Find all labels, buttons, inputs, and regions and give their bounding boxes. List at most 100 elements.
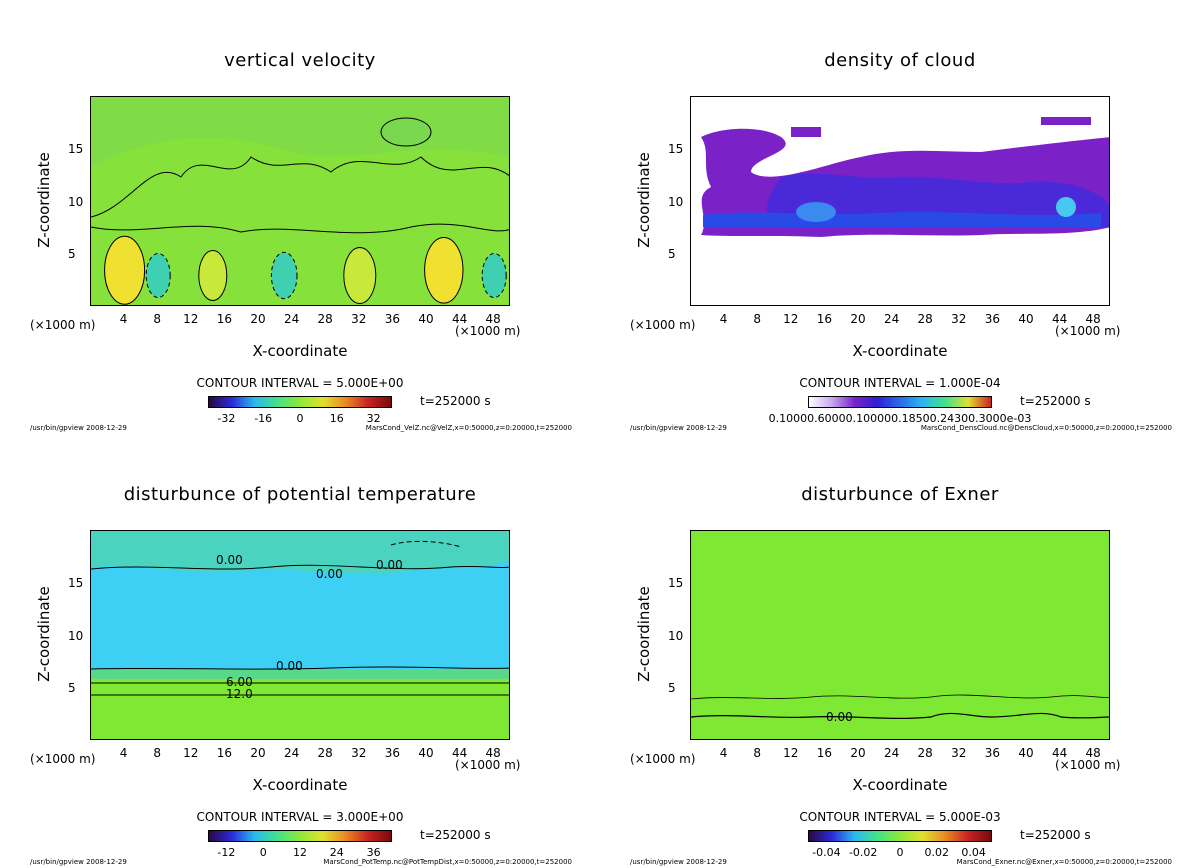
- cloud-patch: [1041, 117, 1091, 125]
- colorbar-tick-label: -16: [254, 412, 273, 425]
- panel-density-of-cloud: density of cloud 5 10 15 4 8 12 16 20 24 28 32 3…: [600, 0, 1200, 434]
- y-axis-label: Z-coordinate: [35, 586, 53, 682]
- y-tick-label: 15: [668, 576, 684, 590]
- contour-label: 0.00: [316, 567, 343, 581]
- chart-title: disturbunce of potential temperature: [123, 484, 477, 505]
- contour-label: 0.00: [216, 553, 243, 567]
- x-tick-label: 24: [883, 312, 900, 326]
- x-tick-label: 8: [753, 312, 762, 326]
- footer-program: /usr/bin/gpview 2008-12-29: [630, 424, 727, 432]
- plot-area: [690, 96, 1110, 306]
- y-tick-label: 5: [68, 247, 76, 261]
- footer-source: MarsCond_Exner.nc@Exner,x=0:50000,z=0:20…: [956, 858, 1172, 866]
- colorbar-tick-label: 0: [259, 846, 267, 859]
- x-tick-label: 4: [119, 746, 128, 760]
- updraft-cell: [104, 235, 146, 305]
- contour-label: 6.00: [226, 675, 253, 689]
- x-tick-label: 48: [1085, 746, 1101, 760]
- colorbar-tick-label: 0.10000.60000.100000.18500.24300.3000e-0…: [768, 412, 1032, 425]
- y-tick-label: 15: [668, 142, 684, 156]
- y-tick-label: 5: [68, 681, 76, 695]
- colorbar: [808, 830, 992, 842]
- footer-program: /usr/bin/gpview 2008-12-29: [30, 858, 127, 866]
- contour-negative: [390, 540, 462, 548]
- y-tick-label: 15: [68, 576, 84, 590]
- colorbar-tick-label: 16: [329, 412, 344, 425]
- x-unit-left: (×1000 m): [30, 752, 96, 766]
- footer-source: MarsCond_PotTemp.nc@PotTempDist,x=0:5000…: [323, 858, 572, 866]
- contour-zero-line: [91, 564, 509, 570]
- x-tick-label: 12: [183, 746, 199, 760]
- y-tick-label: 10: [668, 629, 684, 643]
- contour-interval: CONTOUR INTERVAL = 5.000E-03: [799, 810, 1001, 824]
- contour-zero-line: [91, 156, 509, 218]
- x-tick-label: 40: [1018, 746, 1034, 760]
- x-tick-label: 40: [1018, 312, 1034, 326]
- y-tick-label: 5: [668, 681, 676, 695]
- contour-zero-line-2: [91, 223, 509, 234]
- chart-title: vertical velocity: [224, 50, 376, 71]
- colorbar-tick-label: 0.02: [924, 846, 950, 859]
- field-lower-band: [91, 669, 509, 739]
- potential-temperature-field: 0.00 0.00 0.00 0.00 6.00 12.0: [91, 531, 509, 739]
- colorbar-tick-label: 0: [896, 846, 904, 859]
- colorbar-tick-label: 36: [366, 846, 381, 859]
- time-label: t=252000 s: [420, 828, 491, 842]
- colorbar-tick-label: 0.04: [961, 846, 986, 859]
- colorbar-tick-label: -32: [217, 412, 236, 425]
- plot-area: [90, 96, 510, 306]
- x-tick-label: 36: [384, 312, 401, 326]
- colorbar-tick-label: 12: [293, 846, 307, 859]
- x-tick-label: 48: [485, 746, 501, 760]
- panel-potential-temperature: disturbunce of potential temperature 0.0…: [0, 434, 600, 868]
- downdraft-cell: [481, 253, 507, 298]
- x-axis-label: X-coordinate: [252, 342, 348, 360]
- x-tick-label: 12: [183, 312, 199, 326]
- x-tick-label: 44: [451, 746, 468, 760]
- x-tick-label: 8: [753, 746, 762, 760]
- chart-title: density of cloud: [824, 50, 976, 71]
- x-tick-label: 32: [351, 312, 367, 326]
- x-tick-label: 24: [283, 746, 300, 760]
- contour-line: [691, 694, 1109, 700]
- x-tick-label: 20: [250, 312, 266, 326]
- time-label: t=252000 s: [1020, 394, 1091, 408]
- y-tick-label: 10: [668, 195, 684, 209]
- x-tick-label: 24: [883, 746, 900, 760]
- x-unit-right: (×1000 m): [455, 324, 521, 338]
- x-tick-label: 40: [418, 746, 434, 760]
- contour-label: 0.00: [826, 710, 853, 724]
- contour-label: 12.0: [226, 687, 253, 701]
- colorbar: [208, 830, 392, 842]
- colorbar-tick-label: -0.04: [812, 846, 841, 859]
- x-tick-label: 44: [1051, 746, 1068, 760]
- contour-upper-cell: [380, 117, 432, 147]
- updraft-cell: [198, 250, 228, 301]
- x-tick-label: 20: [250, 746, 266, 760]
- colorbar-tick-label: 0: [296, 412, 304, 425]
- x-tick-label: 48: [485, 312, 501, 326]
- updraft-cell: [343, 247, 377, 304]
- x-tick-label: 24: [283, 312, 300, 326]
- y-tick-label: 10: [68, 629, 84, 643]
- field-upper-region: [91, 97, 509, 167]
- x-tick-label: 4: [719, 312, 728, 326]
- x-tick-label: 16: [816, 312, 833, 326]
- features-layer: [104, 235, 507, 305]
- contour-label: 0.00: [276, 659, 303, 673]
- cloud-patch: [791, 127, 821, 137]
- field-top-band: [91, 531, 509, 574]
- x-tick-label: 12: [783, 312, 799, 326]
- colorbar-tick-label: -12: [217, 846, 236, 859]
- panel-exner: disturbunce of Exner 0.00 5 10 15 4 8 12 16…: [600, 434, 1200, 868]
- contour-interval: CONTOUR INTERVAL = 3.000E+00: [196, 810, 404, 824]
- x-tick-label: 32: [951, 312, 967, 326]
- footer-program: /usr/bin/gpview 2008-12-29: [30, 424, 127, 432]
- contour-interval: CONTOUR INTERVAL = 5.000E+00: [196, 376, 404, 390]
- x-tick-label: 4: [119, 312, 128, 326]
- cloud-dense-band: [766, 173, 1109, 227]
- footer-source: MarsCond_VelZ.nc@VelZ,x=0:50000,z=0:2000…: [365, 424, 572, 432]
- colorbar: [808, 396, 992, 408]
- x-unit-left: (×1000 m): [630, 318, 696, 332]
- exner-field: 0.00: [691, 531, 1109, 739]
